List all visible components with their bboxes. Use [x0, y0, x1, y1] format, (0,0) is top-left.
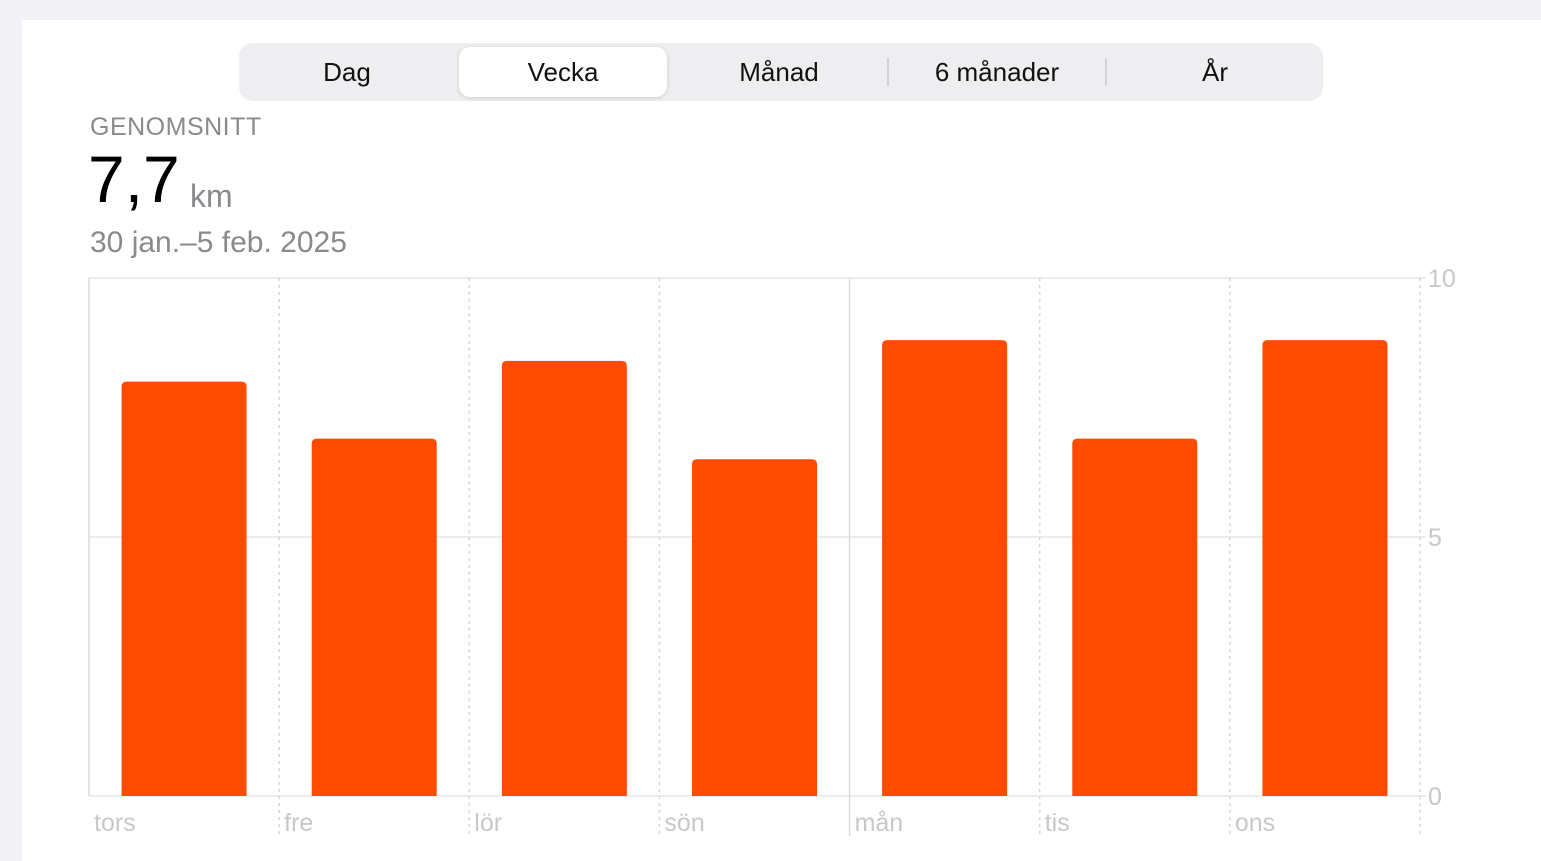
top-bar — [0, 0, 1541, 20]
y-tick-label: 0 — [1428, 783, 1442, 811]
bar-tors — [121, 381, 247, 796]
bar-ons — [1262, 340, 1388, 796]
period-selector: Dag Vecka Månad 6 månader År — [239, 43, 1323, 101]
x-tick-label: ons — [1235, 809, 1275, 837]
x-tick-label: fre — [284, 809, 313, 837]
x-tick-label: mån — [855, 809, 904, 837]
tab-divider — [887, 58, 889, 86]
tab-manad[interactable]: Månad — [739, 56, 819, 87]
tab-6-manader[interactable]: 6 månader — [934, 56, 1060, 87]
tab-ar[interactable]: År — [1202, 56, 1228, 87]
bar-lör — [501, 360, 627, 796]
y-tick-label: 5 — [1428, 524, 1442, 552]
x-tick-label: sön — [664, 809, 704, 837]
y-tick-label: 10 — [1428, 265, 1456, 293]
bar-sön — [692, 459, 817, 796]
x-tick-label: tors — [94, 809, 136, 837]
average-label: GENOMSNITT — [90, 113, 262, 141]
date-range: 30 jan.–5 feb. 2025 — [90, 226, 347, 259]
tab-divider — [1105, 58, 1107, 86]
x-tick-label: lör — [474, 809, 502, 837]
average-unit: km — [190, 178, 233, 214]
bar-tis — [1072, 438, 1198, 796]
x-tick-label: tis — [1045, 809, 1070, 837]
average-value: 7,7 — [88, 142, 180, 216]
tab-vecka[interactable]: Vecka — [459, 47, 667, 97]
left-edge — [0, 0, 22, 861]
bar-mån — [882, 340, 1008, 796]
tab-dag[interactable]: Dag — [323, 56, 371, 87]
bar-fre — [311, 438, 437, 796]
